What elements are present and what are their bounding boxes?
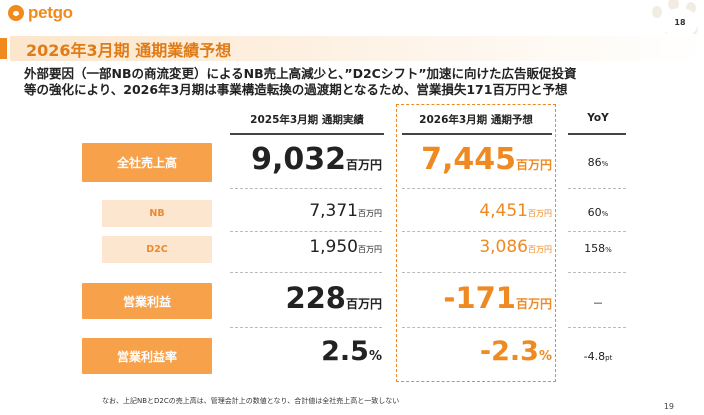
- row-divider: [568, 272, 626, 273]
- op-margin-actual-unit: %: [368, 349, 382, 364]
- column-header-yoy: YoY: [587, 112, 609, 124]
- d2c-yoy-value: 158: [584, 242, 606, 255]
- row-divider: [568, 188, 626, 189]
- row-label-nb: NB: [102, 200, 212, 227]
- brand-name: petgo: [28, 3, 73, 22]
- row-label-sales: 全社売上高: [82, 143, 212, 182]
- row-divider: [568, 231, 626, 232]
- page-badge: 18: [662, 8, 698, 38]
- row-divider: [402, 188, 552, 189]
- nb-yoy-value: 60: [587, 206, 602, 219]
- row-divider: [230, 188, 382, 189]
- row-label-operating-margin: 営業利益率: [82, 338, 212, 374]
- sales-actual-unit: 百万円: [345, 158, 382, 172]
- op-income-actual-value: 228: [285, 281, 346, 315]
- forecast-highlight-box: [396, 104, 556, 382]
- d2c-actual: 1,950百万円: [230, 237, 382, 257]
- nb-actual-value: 7,371: [309, 201, 358, 221]
- op-margin-yoy-unit: pt: [605, 354, 613, 362]
- op-margin-forecast: -2.3%: [400, 336, 552, 367]
- sales-yoy-value: 86: [587, 156, 602, 169]
- op-income-forecast: -171百万円: [400, 281, 552, 315]
- row-divider: [402, 272, 552, 273]
- brand-logo: petgo: [8, 3, 73, 23]
- nb-actual-unit: 百万円: [358, 209, 382, 218]
- row-divider: [568, 327, 626, 328]
- op-margin-forecast-unit: %: [538, 349, 552, 364]
- row-divider: [230, 231, 382, 232]
- row-divider: [402, 231, 552, 232]
- op-margin-actual-value: 2.5: [321, 336, 369, 367]
- title-accent: [0, 38, 7, 59]
- nb-forecast: 4,451百万円: [400, 201, 552, 221]
- d2c-forecast-value: 3,086: [479, 237, 528, 257]
- page-number: 19: [663, 402, 674, 411]
- sales-forecast-unit: 百万円: [515, 158, 552, 172]
- column-header-forecast: 2026年3月期 通期予想: [419, 114, 533, 126]
- header-underline: [402, 133, 552, 135]
- sales-actual: 9,032百万円: [230, 142, 382, 177]
- d2c-actual-unit: 百万円: [358, 245, 382, 254]
- op-income-forecast-unit: 百万円: [515, 297, 552, 311]
- nb-yoy-unit: %: [601, 210, 609, 218]
- op-income-yoy: －: [570, 295, 626, 311]
- footnote: なお、上記NBとD2Cの売上高は、管理会計上の数値となり、合計値は全社売上高と一…: [102, 397, 400, 405]
- row-divider: [230, 327, 382, 328]
- op-income-forecast-value: -171: [443, 281, 516, 315]
- sales-yoy-unit: %: [601, 160, 609, 168]
- sales-yoy: 86%: [570, 156, 626, 169]
- lead-line-2: 等の強化により、2026年3月期は事業構造転換の過渡期となるため、営業損失171…: [24, 82, 568, 97]
- row-label-d2c: D2C: [102, 236, 212, 263]
- op-income-actual: 228百万円: [230, 281, 382, 315]
- d2c-yoy: 158%: [570, 242, 626, 255]
- op-income-actual-unit: 百万円: [345, 297, 382, 311]
- paw-logo-icon: [8, 5, 24, 21]
- nb-forecast-value: 4,451: [479, 201, 528, 221]
- lead-text: 外部要因（一部NBの商流変更）によるNB売上高減少と、”D2Cシフト”加速に向け…: [24, 66, 577, 98]
- page-title: 2026年3月期 通期業績予想: [26, 41, 232, 60]
- nb-yoy: 60%: [570, 206, 626, 219]
- sales-forecast-value: 7,445: [421, 142, 516, 177]
- op-margin-yoy: -4.8pt: [570, 350, 626, 363]
- d2c-yoy-unit: %: [605, 246, 612, 254]
- title-bar: 2026年3月期 通期業績予想: [0, 36, 704, 61]
- op-margin-yoy-value: -4.8: [583, 350, 606, 363]
- d2c-actual-value: 1,950: [309, 237, 358, 257]
- header-underline: [230, 133, 384, 135]
- row-divider: [402, 327, 552, 328]
- row-label-operating-income: 営業利益: [82, 283, 212, 319]
- d2c-forecast: 3,086百万円: [400, 237, 552, 257]
- row-divider: [230, 272, 382, 273]
- sales-forecast: 7,445百万円: [400, 142, 552, 177]
- column-header-actual: 2025年3月期 通期実績: [250, 114, 364, 126]
- nb-forecast-unit: 百万円: [528, 209, 552, 218]
- d2c-forecast-unit: 百万円: [528, 245, 552, 254]
- op-margin-forecast-value: -2.3: [479, 336, 539, 367]
- sales-actual-value: 9,032: [251, 142, 346, 177]
- header-underline: [568, 133, 626, 135]
- op-margin-actual: 2.5%: [230, 336, 382, 367]
- lead-line-1: 外部要因（一部NBの商流変更）によるNB売上高減少と、”D2Cシフト”加速に向け…: [24, 66, 577, 81]
- op-income-yoy-value: －: [592, 297, 604, 310]
- nb-actual: 7,371百万円: [230, 201, 382, 221]
